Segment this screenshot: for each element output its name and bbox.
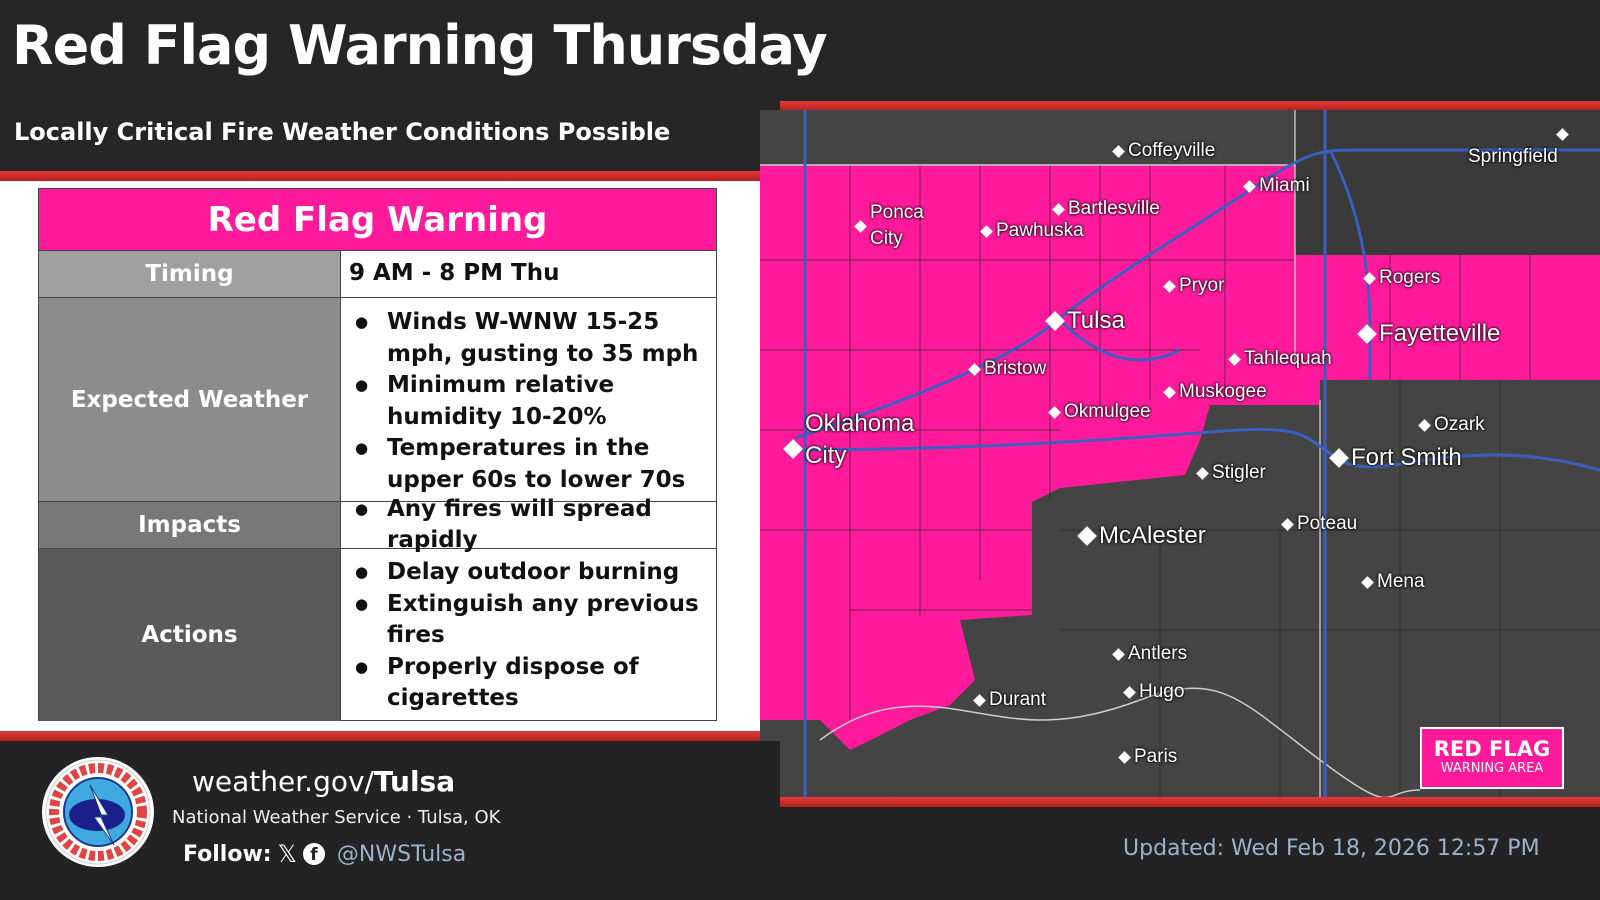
city-marker-icon	[1418, 418, 1431, 432]
highways	[794, 110, 1600, 800]
city-marker-icon	[968, 362, 981, 376]
city-label: Tulsa	[1045, 307, 1125, 335]
city-label: Ozark	[1418, 414, 1485, 436]
city-label: Miami	[1243, 175, 1310, 197]
state-border	[1294, 110, 1321, 800]
row-label: Timing	[39, 251, 341, 297]
office-name: National Weather Service · Tulsa, OK	[172, 807, 501, 828]
city-marker-icon	[1329, 448, 1349, 468]
updated-timestamp: Updated: Wed Feb 18, 2026 12:57 PM	[1123, 836, 1540, 861]
city-label: Bristow	[968, 358, 1046, 380]
divider	[0, 731, 760, 741]
city-label: Muskogee	[1163, 381, 1267, 403]
city-marker-icon	[1243, 179, 1256, 193]
city-label: Paris	[1118, 746, 1177, 768]
divider	[780, 101, 1600, 111]
facebook-icon[interactable]: f	[302, 843, 325, 865]
follow-label: Follow:	[183, 841, 272, 867]
list-item: Temperatures in the upper 60s to lower 7…	[349, 433, 708, 496]
city-label: Ponca City	[854, 200, 926, 252]
city-label: Coffeyville	[1112, 140, 1215, 162]
city-label: Hugo	[1123, 681, 1184, 703]
city-marker-icon	[1228, 352, 1241, 366]
legend-title: RED FLAG	[1433, 737, 1551, 761]
row-value: 9 AM - 8 PM Thu	[349, 260, 560, 287]
city-marker-icon	[1045, 311, 1065, 331]
list-item: Delay outdoor burning	[349, 557, 708, 589]
city-marker-icon	[1077, 526, 1097, 546]
list-item: Winds W-WNW 15-25 mph, gusting to 35 mph	[349, 307, 708, 370]
city-marker-icon	[1361, 575, 1374, 589]
city-label: Oklahoma City	[783, 408, 916, 472]
city-label: Fayetteville	[1357, 320, 1500, 348]
city-marker-icon	[1163, 385, 1176, 399]
table-row-impacts: Impacts Any fires will spread rapidly	[39, 494, 716, 553]
divider	[780, 797, 1600, 807]
city-marker-icon	[1112, 647, 1125, 661]
city-marker-icon	[980, 224, 993, 238]
table-row-expected-weather: Expected Weather Winds W-WNW 15-25 mph, …	[39, 298, 716, 502]
city-label: Stigler	[1196, 462, 1266, 484]
city-marker-icon	[1163, 279, 1176, 293]
city-marker-icon	[1048, 405, 1061, 419]
table-row-actions: Actions Delay outdoor burning Extinguish…	[39, 549, 716, 721]
red-river	[819, 687, 1421, 799]
page-title: Red Flag Warning Thursday	[12, 14, 828, 77]
warning-table: Red Flag Warning Timing 9 AM - 8 PM Thu …	[38, 188, 717, 721]
row-label: Expected Weather	[39, 298, 341, 501]
map-graphic	[760, 110, 1600, 800]
nws-logo	[42, 757, 154, 867]
city-label: Springfield	[1468, 128, 1572, 168]
city-label: Antlers	[1112, 643, 1187, 665]
page-subtitle: Locally Critical Fire Weather Conditions…	[14, 118, 671, 146]
city-marker-icon	[973, 693, 986, 707]
city-marker-icon	[1363, 271, 1376, 285]
list-item: Properly dispose of cigarettes	[349, 652, 708, 715]
city-label: Pawhuska	[980, 220, 1084, 242]
city-label: Durant	[973, 689, 1046, 711]
social-follow: Follow: 𝕏 f @NWSTulsa	[183, 840, 466, 868]
city-label: Poteau	[1281, 513, 1357, 535]
social-handle[interactable]: @NWSTulsa	[336, 841, 467, 867]
city-label: Tahlequah	[1228, 348, 1332, 370]
city-marker-icon	[1112, 144, 1125, 158]
divider	[0, 171, 770, 181]
city-label: Rogers	[1363, 267, 1440, 289]
city-label: McAlester	[1077, 522, 1206, 550]
row-label: Impacts	[39, 502, 341, 548]
city-marker-icon	[1281, 517, 1294, 531]
city-label: Mena	[1361, 571, 1425, 593]
city-marker-icon	[1052, 202, 1065, 216]
table-heading: Red Flag Warning	[39, 189, 716, 251]
city-marker-icon	[1196, 466, 1209, 480]
map-legend: RED FLAG WARNING AREA	[1420, 727, 1564, 789]
city-label: Bartlesville	[1052, 198, 1160, 220]
footer	[0, 807, 1600, 900]
city-marker-icon	[783, 439, 803, 459]
legend-subtitle: WARNING AREA	[1440, 761, 1544, 776]
list-item: Extinguish any previous fires	[349, 589, 708, 652]
warning-map: Coffeyville Springfield Miami Ponca City…	[760, 110, 1600, 800]
city-label: Pryor	[1163, 275, 1224, 297]
city-label: Okmulgee	[1048, 401, 1151, 423]
website-link[interactable]: weather.gov/Tulsa	[192, 765, 456, 798]
list-item: Minimum relative humidity 10-20%	[349, 370, 708, 433]
city-label: Fort Smith	[1329, 444, 1462, 472]
missouri-region	[1295, 110, 1600, 255]
city-marker-icon	[1123, 685, 1136, 699]
city-marker-icon	[854, 219, 867, 233]
table-row-timing: Timing 9 AM - 8 PM Thu	[39, 251, 716, 298]
x-icon[interactable]: 𝕏	[277, 840, 297, 868]
list-item: Any fires will spread rapidly	[349, 494, 708, 557]
row-label: Actions	[39, 549, 341, 721]
city-marker-icon	[1357, 324, 1377, 344]
city-marker-icon	[1118, 750, 1131, 764]
